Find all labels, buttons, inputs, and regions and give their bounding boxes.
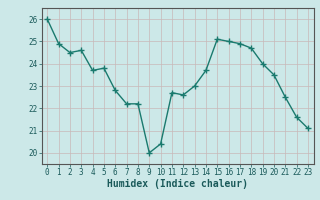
X-axis label: Humidex (Indice chaleur): Humidex (Indice chaleur) — [107, 179, 248, 189]
